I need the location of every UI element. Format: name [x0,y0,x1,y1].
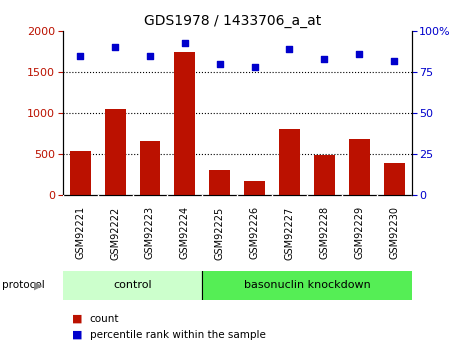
Point [286,46,293,52]
Text: ■: ■ [72,330,83,339]
Point [216,61,223,67]
Bar [105,109,126,195]
Text: GSM92221: GSM92221 [75,206,85,259]
Text: ▶: ▶ [33,280,42,290]
Text: GSM92227: GSM92227 [285,206,294,259]
Text: GSM92230: GSM92230 [389,206,399,259]
Text: GSM92224: GSM92224 [180,206,190,259]
Point [111,45,119,50]
Bar [140,141,160,195]
Text: GSM92228: GSM92228 [319,206,329,259]
Text: ■: ■ [72,314,83,324]
Text: count: count [90,314,119,324]
Bar [384,162,405,195]
Bar [174,51,195,195]
Text: control: control [113,280,152,290]
Text: GSM92223: GSM92223 [145,206,155,259]
Point [320,56,328,62]
Text: basonuclin knockdown: basonuclin knockdown [244,280,370,290]
Point [251,64,258,70]
Text: GSM92229: GSM92229 [354,206,364,259]
Bar [202,271,412,300]
Bar [279,129,300,195]
Text: GSM92225: GSM92225 [215,206,225,259]
Point [390,58,398,63]
Bar [314,155,335,195]
Text: GDS1978 / 1433706_a_at: GDS1978 / 1433706_a_at [144,14,321,28]
Bar [70,151,91,195]
Bar [244,181,265,195]
Point [355,51,363,57]
Text: protocol: protocol [2,280,45,290]
Text: GSM92226: GSM92226 [250,206,259,259]
Text: percentile rank within the sample: percentile rank within the sample [90,330,266,339]
Bar [63,271,202,300]
Bar [209,169,230,195]
Point [146,53,153,58]
Point [76,53,84,58]
Bar [349,139,370,195]
Text: GSM92222: GSM92222 [110,206,120,259]
Point [181,40,188,45]
